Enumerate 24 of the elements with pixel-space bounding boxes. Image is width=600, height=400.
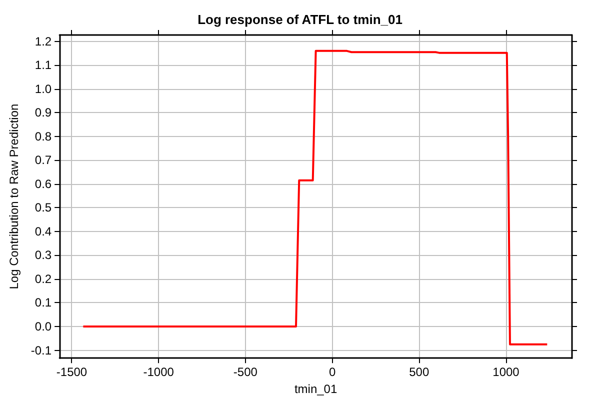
x-tick-label: 1000 <box>492 365 520 380</box>
line-series <box>82 50 548 346</box>
y-tick-label: 0.2 <box>34 272 52 286</box>
y-tick-label: 0.4 <box>34 224 52 238</box>
x-tick-label: 500 <box>409 365 430 380</box>
x-tick-label: -1000 <box>143 365 174 380</box>
y-tick-label: -0.1 <box>30 343 52 358</box>
y-tick-label: 1.1 <box>34 58 52 72</box>
y-tick-label: 1.2 <box>34 34 52 48</box>
y-tick-label: 0.0 <box>34 320 52 334</box>
x-tick-label: -500 <box>233 365 258 380</box>
x-axis-title: tmin_01 <box>294 382 338 396</box>
chart-title: Log response of ATFL to tmin_01 <box>198 12 402 27</box>
y-tick-label: 0.1 <box>34 296 52 310</box>
y-tick-label: 0.6 <box>34 176 52 191</box>
y-tick-label: 0.9 <box>34 106 52 120</box>
y-tick-label: 0.7 <box>34 153 52 168</box>
x-tick-label: -1500 <box>56 365 88 380</box>
x-tick-label: 0 <box>328 365 336 380</box>
y-axis-title: Log Contribution to Raw Prediction <box>7 104 21 290</box>
y-tick-label: 0.5 <box>34 200 52 215</box>
y-tick-label: 1.0 <box>34 82 52 96</box>
y-tick-label: 0.8 <box>34 129 52 144</box>
y-tick-label: 0.3 <box>34 248 52 262</box>
